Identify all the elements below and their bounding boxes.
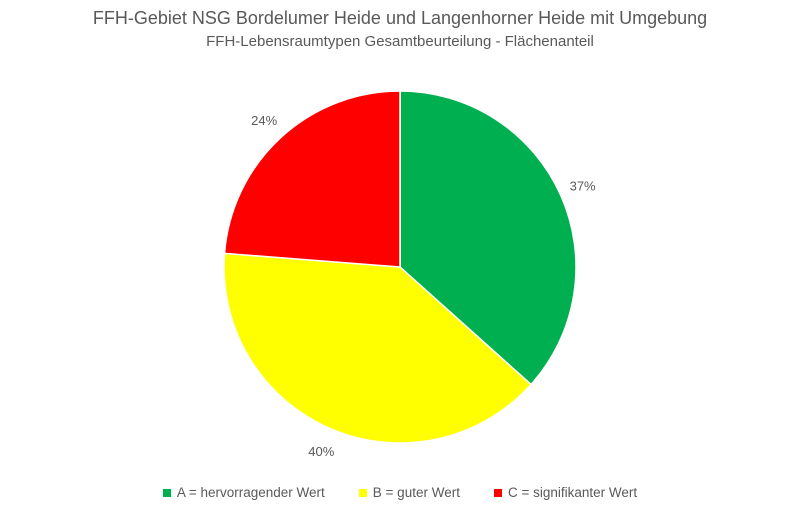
legend: A = hervorragender Wert B = guter Wert C… xyxy=(0,485,800,500)
legend-swatch-a xyxy=(162,488,171,497)
pie-slice-1 xyxy=(223,252,533,444)
legend-item-b: B = guter Wert xyxy=(358,485,460,500)
pie-slice-2 xyxy=(223,90,401,268)
legend-label-b: B = guter Wert xyxy=(372,485,460,500)
pie-slice-0 xyxy=(399,90,577,386)
legend-item-a: A = hervorragender Wert xyxy=(162,485,325,500)
chart-subtitle: FFH-Lebensraumtypen Gesamtbeurteilung - … xyxy=(206,33,594,50)
slice-label-0: 37% xyxy=(570,178,596,193)
legend-label-a: A = hervorragender Wert xyxy=(176,485,325,500)
slice-label-1: 40% xyxy=(308,444,334,459)
chart-title: FFH-Gebiet NSG Bordelumer Heide und Lang… xyxy=(92,8,708,28)
slice-label-2: 24% xyxy=(251,113,277,128)
legend-item-c: C = signifikanter Wert xyxy=(493,485,638,500)
legend-label-c: C = signifikanter Wert xyxy=(507,485,638,500)
legend-swatch-b xyxy=(358,488,367,497)
legend-swatch-c xyxy=(493,488,502,497)
